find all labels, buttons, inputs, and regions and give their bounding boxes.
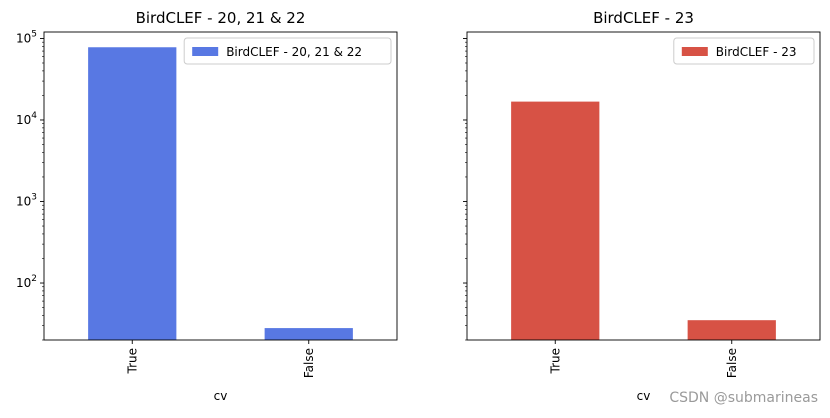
legend-label: BirdCLEF - 23	[716, 45, 797, 59]
bar-true	[511, 101, 600, 340]
watermark: CSDN @submarineas	[669, 390, 818, 406]
chart-title: BirdCLEF - 20, 21 & 22	[136, 9, 306, 27]
legend-box	[183, 37, 392, 65]
chart-panel-2: True False BirdCLEF - 23 cv BirdCLEF - 23	[463, 9, 821, 403]
chart-panel-1: 102 103 104 105 True False BirdCLEF - 20, 21 &…	[16, 9, 398, 403]
plot-frame	[466, 31, 821, 341]
y-tick-label: 103	[16, 192, 37, 208]
legend-label: BirdCLEF - 20, 21 & 22	[226, 45, 362, 59]
x-tick-label-true: True	[548, 348, 562, 375]
x-axis-label: cv	[214, 389, 228, 403]
legend: BirdCLEF - 23	[673, 37, 815, 65]
plot-frame	[43, 31, 398, 341]
y-tick-label: 105	[16, 29, 37, 45]
y-tick-label: 102	[16, 274, 37, 290]
legend-swatch	[681, 47, 708, 56]
legend-swatch	[192, 47, 219, 56]
x-axis-label: cv	[637, 389, 651, 403]
y-tick-label: 104	[16, 111, 37, 127]
legend: BirdCLEF - 20, 21 & 22	[183, 37, 392, 65]
x-tick-label-false: False	[725, 348, 739, 378]
bar-false	[264, 328, 353, 340]
legend-box	[673, 37, 815, 65]
x-tick-label-false: False	[302, 348, 316, 378]
x-tick-label-true: True	[125, 348, 139, 375]
bar-false	[687, 320, 776, 340]
bar-true	[88, 47, 177, 340]
chart-title: BirdCLEF - 23	[593, 9, 694, 27]
